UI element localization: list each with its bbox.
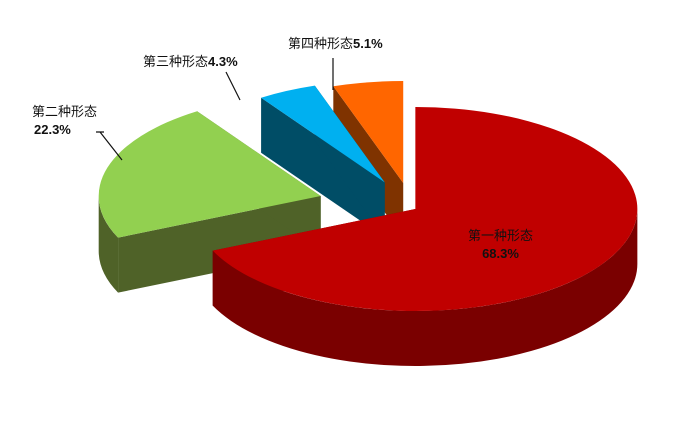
slice-label-1-name: 第一种形态 [468,229,534,244]
slice-label-2: 第二种形态 22.3% [32,104,97,138]
slice-label-2-name: 第二种形态 [32,105,98,120]
slice-4-top [333,81,404,184]
slice-2-wall-1 [118,195,321,293]
slice-label-4: 第四种形态5.1% [288,35,383,53]
slice-label-1-value: 68.3% [482,246,519,261]
slice-2-top [98,111,321,238]
slice-label-3: 第三种形态4.3% [143,53,238,71]
leader-line-2 [96,131,123,161]
slice-label-3-name: 第三种形态 [143,55,209,70]
slice-1-rim [212,208,638,366]
slice-1-top [212,106,638,311]
slice-2-rim [98,195,119,293]
slice-label-2-value: 22.3% [34,122,71,137]
slice-3-top [261,85,385,183]
leader-line-3 [225,71,241,101]
slice-label-4-name: 第四种形态 [288,37,354,52]
slice-label-1: 第一种形态 68.3% [468,228,533,262]
slice-label-3-value: 4.3% [208,54,238,69]
slice-3-wall-1 [261,97,385,238]
slice-label-4-value: 5.1% [353,36,383,51]
